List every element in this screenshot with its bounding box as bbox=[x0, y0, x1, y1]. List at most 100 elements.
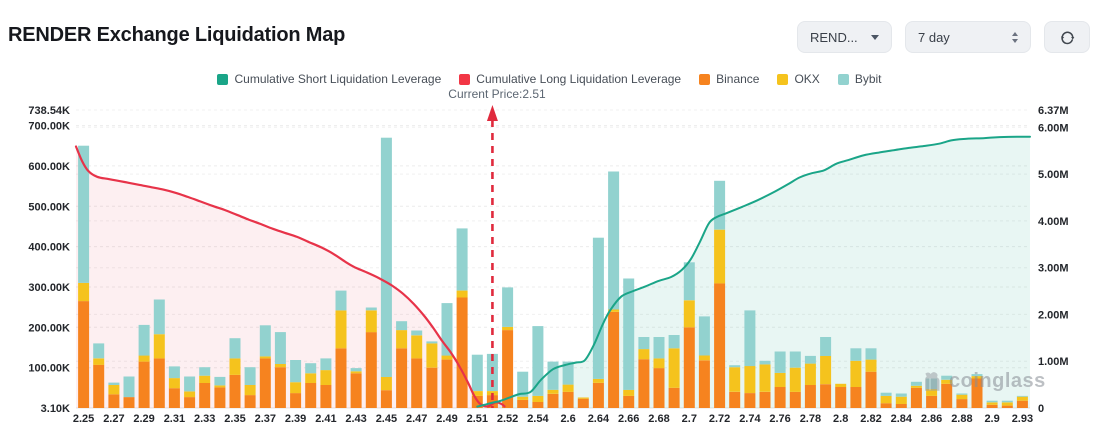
bar-okx-29[interactable] bbox=[517, 396, 529, 400]
bar-binance-14[interactable] bbox=[290, 393, 302, 408]
bar-binance-27[interactable] bbox=[486, 395, 498, 408]
bar-binance-20[interactable] bbox=[380, 390, 392, 408]
bar-okx-53[interactable] bbox=[880, 395, 892, 404]
bar-okx-49[interactable] bbox=[820, 355, 832, 385]
bar-bybit-14[interactable] bbox=[290, 360, 302, 383]
bar-okx-54[interactable] bbox=[895, 396, 907, 404]
bar-bybit-43[interactable] bbox=[729, 365, 741, 368]
bar-binance-3[interactable] bbox=[123, 397, 135, 408]
bar-binance-62[interactable] bbox=[1016, 400, 1028, 408]
bar-binance-37[interactable] bbox=[638, 359, 650, 408]
legend-item-3[interactable]: OKX bbox=[777, 72, 820, 86]
bar-okx-40[interactable] bbox=[683, 300, 695, 328]
bar-binance-32[interactable] bbox=[562, 391, 574, 408]
bar-bybit-52[interactable] bbox=[865, 348, 877, 360]
bar-binance-43[interactable] bbox=[729, 391, 741, 408]
bar-binance-44[interactable] bbox=[744, 393, 756, 408]
bar-binance-12[interactable] bbox=[259, 358, 271, 408]
bar-okx-30[interactable] bbox=[532, 395, 544, 402]
refresh-button[interactable] bbox=[1044, 21, 1090, 53]
bar-okx-41[interactable] bbox=[698, 355, 710, 361]
bar-bybit-19[interactable] bbox=[365, 307, 377, 311]
bar-bybit-41[interactable] bbox=[698, 316, 710, 356]
legend-item-2[interactable]: Binance bbox=[699, 72, 759, 86]
bar-bybit-2[interactable] bbox=[108, 382, 120, 385]
bar-binance-56[interactable] bbox=[926, 395, 938, 408]
bar-okx-45[interactable] bbox=[759, 364, 771, 392]
bar-binance-53[interactable] bbox=[880, 403, 892, 408]
bar-binance-30[interactable] bbox=[532, 401, 544, 408]
bar-okx-26[interactable] bbox=[471, 391, 483, 396]
bar-binance-36[interactable] bbox=[623, 395, 635, 408]
liquidation-chart[interactable]: 738.54K 700.00K 600.00K 500.00K 400.00K 300.0… bbox=[0, 98, 1099, 427]
bar-bybit-57[interactable] bbox=[941, 375, 953, 380]
bar-bybit-39[interactable] bbox=[668, 335, 680, 349]
bar-okx-16[interactable] bbox=[320, 370, 332, 385]
bar-okx-20[interactable] bbox=[380, 376, 392, 391]
bar-bybit-32[interactable] bbox=[562, 361, 574, 385]
bar-binance-55[interactable] bbox=[910, 387, 922, 408]
bar-bybit-35[interactable] bbox=[608, 171, 620, 310]
bar-binance-8[interactable] bbox=[199, 383, 211, 408]
bar-okx-50[interactable] bbox=[835, 383, 847, 387]
bar-okx-58[interactable] bbox=[956, 394, 968, 400]
bar-bybit-60[interactable] bbox=[986, 400, 998, 403]
bar-binance-52[interactable] bbox=[865, 371, 877, 408]
bar-bybit-61[interactable] bbox=[1001, 400, 1013, 403]
bar-okx-24[interactable] bbox=[441, 355, 453, 360]
bar-okx-4[interactable] bbox=[138, 355, 150, 362]
bar-binance-28[interactable] bbox=[502, 330, 514, 408]
bar-bybit-20[interactable] bbox=[380, 137, 392, 377]
bar-okx-31[interactable] bbox=[547, 389, 559, 394]
bar-binance-19[interactable] bbox=[365, 332, 377, 408]
bar-okx-60[interactable] bbox=[986, 402, 998, 405]
bar-okx-9[interactable] bbox=[214, 385, 226, 388]
bar-bybit-46[interactable] bbox=[774, 351, 786, 373]
bar-bybit-5[interactable] bbox=[153, 299, 165, 335]
bar-bybit-38[interactable] bbox=[653, 337, 665, 359]
bar-okx-18[interactable] bbox=[350, 371, 362, 374]
bar-okx-28[interactable] bbox=[502, 326, 514, 331]
bar-bybit-34[interactable] bbox=[592, 237, 604, 379]
period-select[interactable]: 7 day bbox=[905, 21, 1031, 53]
bar-binance-24[interactable] bbox=[441, 359, 453, 408]
bar-bybit-9[interactable] bbox=[214, 376, 226, 386]
bar-binance-49[interactable] bbox=[820, 384, 832, 408]
bar-bybit-58[interactable] bbox=[956, 393, 968, 395]
bar-binance-11[interactable] bbox=[244, 395, 256, 408]
bar-okx-37[interactable] bbox=[638, 349, 650, 360]
bar-bybit-37[interactable] bbox=[638, 337, 650, 350]
bar-binance-22[interactable] bbox=[411, 358, 423, 408]
bar-binance-7[interactable] bbox=[184, 397, 196, 408]
bar-okx-46[interactable] bbox=[774, 372, 786, 387]
bar-okx-44[interactable] bbox=[744, 366, 756, 393]
bar-binance-16[interactable] bbox=[320, 385, 332, 408]
bar-bybit-28[interactable] bbox=[502, 287, 514, 327]
bar-binance-17[interactable] bbox=[335, 348, 347, 408]
bar-binance-23[interactable] bbox=[426, 367, 438, 408]
bar-okx-10[interactable] bbox=[229, 358, 241, 375]
bar-binance-18[interactable] bbox=[350, 373, 362, 408]
bar-okx-8[interactable] bbox=[199, 375, 211, 383]
bar-binance-29[interactable] bbox=[517, 399, 529, 408]
bar-okx-55[interactable] bbox=[910, 385, 922, 388]
bar-okx-51[interactable] bbox=[850, 360, 862, 387]
bar-okx-42[interactable] bbox=[714, 229, 726, 284]
bar-binance-31[interactable] bbox=[547, 393, 559, 408]
bar-bybit-7[interactable] bbox=[184, 376, 196, 392]
bar-bybit-40[interactable] bbox=[683, 262, 695, 301]
bar-binance-40[interactable] bbox=[683, 327, 695, 408]
bar-okx-33[interactable] bbox=[577, 397, 589, 399]
bar-okx-34[interactable] bbox=[592, 378, 604, 383]
bar-okx-36[interactable] bbox=[623, 389, 635, 396]
bar-bybit-21[interactable] bbox=[396, 321, 408, 331]
bar-binance-60[interactable] bbox=[986, 404, 998, 408]
bar-bybit-17[interactable] bbox=[335, 290, 347, 311]
bar-okx-5[interactable] bbox=[153, 334, 165, 359]
bar-bybit-18[interactable] bbox=[350, 368, 362, 372]
bar-bybit-16[interactable] bbox=[320, 358, 332, 371]
bar-okx-12[interactable] bbox=[259, 356, 271, 359]
bar-bybit-30[interactable] bbox=[532, 326, 544, 396]
bar-bybit-22[interactable] bbox=[411, 330, 423, 336]
bar-binance-0[interactable] bbox=[78, 301, 90, 408]
